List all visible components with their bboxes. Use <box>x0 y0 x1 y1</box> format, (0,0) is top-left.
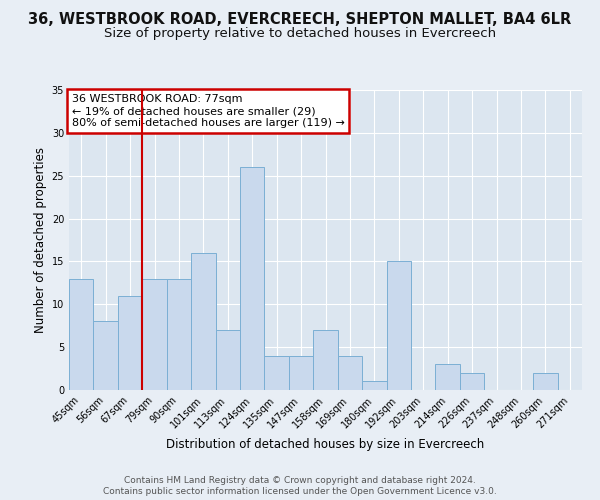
X-axis label: Distribution of detached houses by size in Evercreech: Distribution of detached houses by size … <box>166 438 485 451</box>
Bar <box>265 356 289 390</box>
Bar <box>142 278 167 390</box>
Bar <box>436 364 460 390</box>
Bar <box>69 278 94 390</box>
Bar <box>94 322 118 390</box>
Text: 36 WESTBROOK ROAD: 77sqm
← 19% of detached houses are smaller (29)
80% of semi-d: 36 WESTBROOK ROAD: 77sqm ← 19% of detach… <box>71 94 344 128</box>
Bar <box>118 296 142 390</box>
Bar <box>289 356 313 390</box>
Bar <box>191 253 215 390</box>
Bar <box>167 278 191 390</box>
Y-axis label: Number of detached properties: Number of detached properties <box>34 147 47 333</box>
Bar <box>362 382 386 390</box>
Text: Contains public sector information licensed under the Open Government Licence v3: Contains public sector information licen… <box>103 488 497 496</box>
Text: Contains HM Land Registry data © Crown copyright and database right 2024.: Contains HM Land Registry data © Crown c… <box>124 476 476 485</box>
Bar <box>240 167 265 390</box>
Text: 36, WESTBROOK ROAD, EVERCREECH, SHEPTON MALLET, BA4 6LR: 36, WESTBROOK ROAD, EVERCREECH, SHEPTON … <box>28 12 572 28</box>
Bar <box>338 356 362 390</box>
Bar <box>313 330 338 390</box>
Bar <box>460 373 484 390</box>
Bar <box>386 262 411 390</box>
Bar <box>215 330 240 390</box>
Bar <box>533 373 557 390</box>
Text: Size of property relative to detached houses in Evercreech: Size of property relative to detached ho… <box>104 28 496 40</box>
